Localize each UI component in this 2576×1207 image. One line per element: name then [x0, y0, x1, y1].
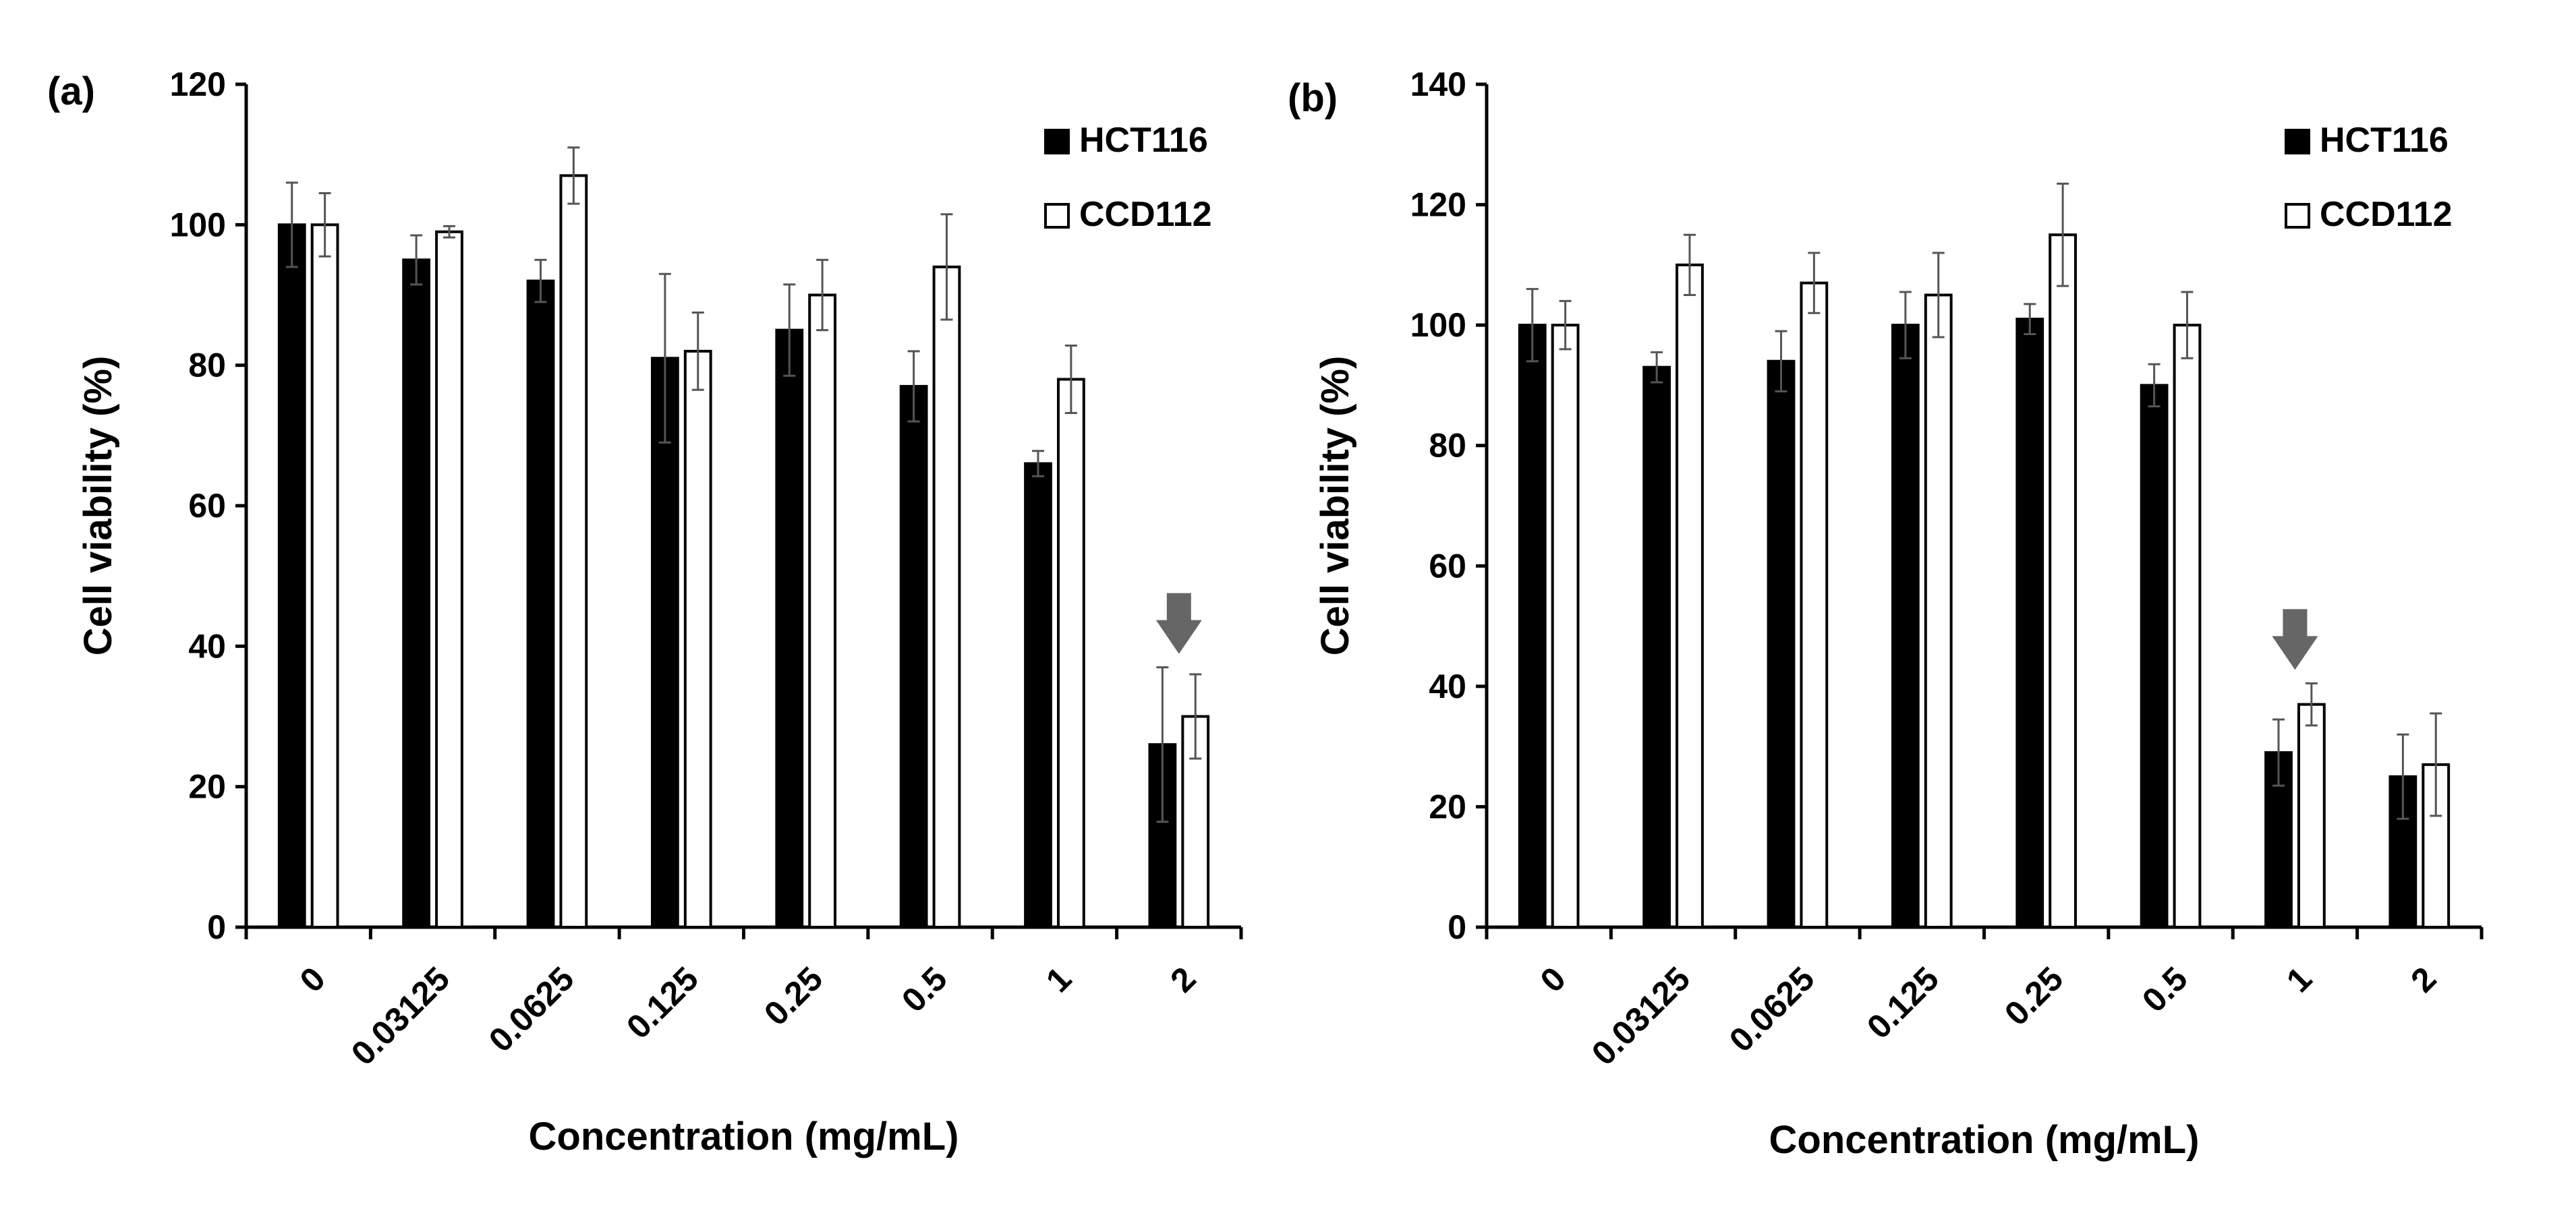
y-tick-label: 0 — [1448, 908, 1466, 946]
y-tick-label: 100 — [170, 206, 226, 243]
bar-hct116-0.5 — [899, 384, 928, 929]
bar-ccd112-0.03125 — [435, 230, 463, 929]
bar-ccd112-1 — [2297, 703, 2326, 929]
down-arrow-icon — [1155, 593, 1202, 654]
x-tick-label: 2 — [2403, 960, 2443, 999]
chart-panel-b: (b) 0 20 40 60 80 100 120 140 0 0.03125 0.0625 0.125… — [1288, 65, 2484, 1162]
y-tick-label: 0 — [207, 908, 226, 946]
x-tick-label: 1 — [1039, 960, 1079, 999]
x-tick-label: 0.125 — [1860, 960, 1946, 1046]
x-tick-label: 0.5 — [2135, 960, 2195, 1020]
y-tick-label: 40 — [1429, 668, 1466, 705]
bar-hct116-0 — [277, 223, 306, 929]
bar-hct116-0.5 — [2140, 384, 2169, 929]
panel-label: (b) — [1288, 76, 1338, 120]
y-tick-label: 120 — [170, 65, 226, 103]
bar-ccd112-0.125 — [1924, 293, 1953, 929]
bar-hct116-0.03125 — [1642, 365, 1671, 929]
bar-ccd112-0.03125 — [1676, 263, 1704, 929]
y-tick-label: 60 — [188, 487, 226, 525]
bar-ccd112-0.0625 — [1800, 281, 1829, 929]
legend-label: CCD112 — [2320, 195, 2453, 234]
x-tick-label: 0.03125 — [344, 960, 457, 1072]
x-tick-label: 0.25 — [757, 960, 830, 1032]
y-axis-title: Cell viability (%) — [1313, 356, 1357, 656]
x-axis-title: Concentration (mg/mL) — [529, 1115, 959, 1158]
y-tick-label: 80 — [1429, 427, 1466, 465]
x-axis-title: Concentration (mg/mL) — [1769, 1118, 2200, 1162]
bar-ccd112-0.25 — [2049, 233, 2078, 929]
x-tick-label: 0.125 — [619, 960, 706, 1046]
legend-label: HCT116 — [2320, 121, 2449, 160]
arrow-shape — [2272, 609, 2318, 670]
chart-panel-a: (a) 0 20 40 60 80 100 120 0 0.03125 0.0625 0.125 0.2… — [47, 65, 1243, 1158]
y-tick-label: 80 — [188, 347, 226, 384]
bar-hct116-0.25 — [2015, 318, 2044, 929]
legend-swatch-ccd112 — [1044, 203, 1070, 229]
x-tick-label: 0 — [293, 960, 333, 999]
bar-hct116-0.25 — [775, 328, 804, 929]
bar-hct116-1 — [1024, 462, 1052, 929]
bar-ccd112-1 — [1056, 378, 1085, 929]
y-tick-label: 120 — [1410, 186, 1466, 224]
bar-ccd112-0.125 — [683, 349, 712, 929]
bar-ccd112-0 — [310, 223, 339, 929]
y-tick-label: 60 — [1429, 547, 1466, 585]
y-tick-label: 40 — [188, 627, 226, 665]
legend-label: CCD112 — [1079, 195, 1212, 234]
bar-ccd112-0 — [1551, 324, 1580, 929]
y-tick-label: 100 — [1410, 306, 1466, 344]
down-arrow-icon — [2272, 609, 2318, 670]
x-tick-label: 0.25 — [1997, 960, 2070, 1032]
bar-hct116-0.0625 — [1767, 359, 1796, 929]
bar-ccd112-0.5 — [932, 265, 961, 929]
legend-swatch-hct116 — [2285, 129, 2310, 154]
legend-label: HCT116 — [1079, 121, 1208, 160]
x-tick-label: 0.0625 — [1722, 960, 1822, 1059]
bar-ccd112-0.5 — [2173, 324, 2202, 929]
y-axis-title: Cell viability (%) — [76, 356, 120, 656]
y-tick-label: 20 — [188, 768, 226, 806]
panel-label: (a) — [47, 69, 95, 113]
bar-ccd112-0.25 — [808, 293, 837, 929]
x-tick-label: 1 — [2279, 960, 2319, 999]
legend-swatch-hct116 — [1044, 129, 1070, 154]
bar-hct116-0.03125 — [402, 258, 431, 929]
y-tick-label: 20 — [1429, 788, 1466, 825]
legend-swatch-ccd112 — [2285, 203, 2310, 229]
x-tick-label: 0.03125 — [1584, 960, 1697, 1072]
y-tick-label: 140 — [1410, 65, 1466, 103]
x-tick-label: 0.0625 — [482, 960, 581, 1059]
arrow-shape — [1155, 593, 1202, 654]
bar-hct116-0.125 — [1891, 324, 1920, 929]
bar-hct116-0.125 — [650, 357, 679, 929]
x-tick-label: 2 — [1163, 960, 1203, 999]
bar-hct116-0 — [1518, 324, 1547, 929]
bar-hct116-0.0625 — [526, 279, 555, 929]
x-tick-label: 0.5 — [894, 960, 954, 1020]
bar-ccd112-0.0625 — [559, 174, 588, 929]
x-tick-label: 0 — [1533, 960, 1573, 999]
